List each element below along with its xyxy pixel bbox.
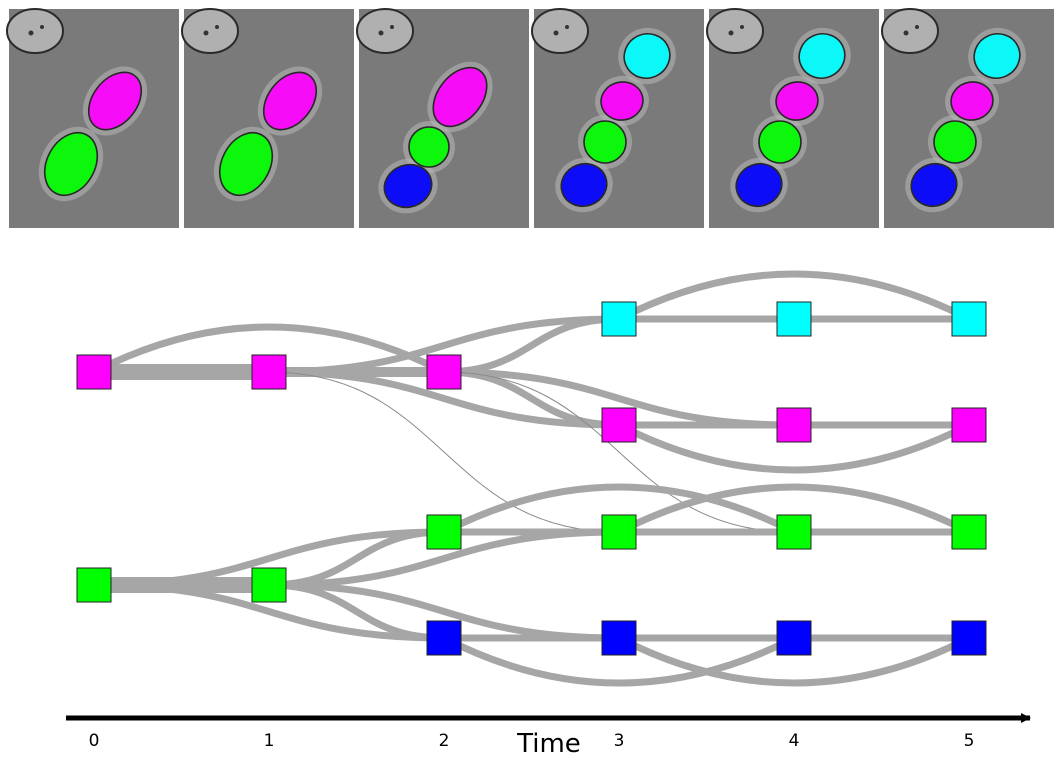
unlabeled-cell [6,8,64,54]
microscopy-panel [531,8,704,228]
segmented-cell-green [43,131,99,197]
lineage-node-magenta [251,354,287,390]
lineage-node-blue [426,620,462,656]
lineage-node-cyan [601,301,637,337]
time-axis-label: Time [516,729,581,759]
lineage-node-green [776,514,812,550]
lineage-edge [615,634,973,687]
lineage-edge [265,368,623,429]
time-tick-label: 3 [614,731,625,751]
time-tick-label: 0 [89,731,100,751]
lineage-node-green [951,514,987,550]
cell-granule [203,30,209,36]
lineage-node-green [426,514,462,550]
lineage-node-blue [601,620,637,656]
microscopy-panel [706,8,879,228]
cell-granule [378,30,384,36]
time-tick-label: 1 [264,731,275,751]
cell-granule [728,30,734,36]
time-tick-label: 2 [439,731,450,751]
lineage-edge [265,315,623,376]
cell-granule [915,25,919,29]
unlabeled-cell [181,8,239,54]
microscopy-panels [6,8,1054,228]
segmented-cell-cyan [973,33,1021,79]
lineage-edge [443,371,795,533]
lineage-edge [615,421,973,474]
segmented-cell-magenta [432,66,488,128]
segmented-cell-cyan [623,33,671,79]
lineage-node-cyan [951,301,987,337]
cell-granule [28,30,34,36]
cell-granule [390,25,394,29]
lineage-edges [86,270,973,687]
lineage-edge [268,371,620,533]
lineage-nodes [76,301,987,656]
cell-granule [40,25,44,29]
lineage-edge [90,581,448,642]
microscopy-panel [881,8,1054,228]
time-tick-label: 5 [964,731,975,751]
lineage-node-magenta [776,407,812,443]
lineage-edge [615,483,973,536]
segmented-cell-blue [560,162,608,208]
segmented-cell-blue [735,162,783,208]
segmented-cell-green [758,120,802,164]
cell-granule [553,30,559,36]
lineage-edge [440,634,798,687]
lineage-node-cyan [776,301,812,337]
segmented-cell-magenta [87,71,143,131]
segmented-cell-magenta [600,81,644,121]
lineage-node-magenta [951,407,987,443]
lineage-node-blue [951,620,987,656]
time-tick-label: 4 [789,731,800,751]
segmented-cell-magenta [775,81,819,121]
cell-granule [740,25,744,29]
segmented-cell-blue [383,163,433,209]
segmented-cell-green [933,120,977,164]
lineage-node-green [251,567,287,603]
segmented-cell-green [408,126,450,168]
unlabeled-cell [356,8,414,54]
cell-granule [215,25,219,29]
unlabeled-cell [706,8,764,54]
lineage-node-green [76,567,112,603]
segmented-cell-magenta [950,81,994,121]
microscopy-panel [181,8,354,228]
microscopy-panel [356,8,529,228]
lineage-node-magenta [76,354,112,390]
cell-granule [903,30,909,36]
segmented-cell-magenta [262,71,318,131]
cell-granule [565,25,569,29]
segmented-cell-cyan [798,33,846,79]
lineage-edge [615,270,973,323]
lineage-node-blue [776,620,812,656]
lineage-edge [90,323,448,376]
segmented-cell-green [583,120,627,164]
lineage-edge [440,483,798,536]
lineage-node-magenta [426,354,462,390]
lineage-node-green [601,514,637,550]
unlabeled-cell [531,8,589,54]
lineage-node-magenta [601,407,637,443]
segmented-cell-green [218,131,274,197]
unlabeled-cell [881,8,939,54]
lineage-edge [90,528,448,589]
microscopy-panel [6,8,179,228]
time-axis: Time 0 1 2 3 4 5 [66,713,1031,759]
segmented-cell-blue [910,162,958,208]
